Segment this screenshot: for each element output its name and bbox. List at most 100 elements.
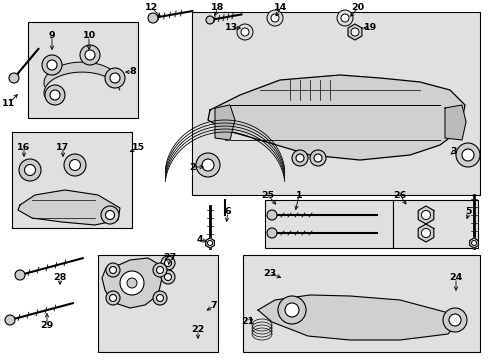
Circle shape [85,50,95,60]
Circle shape [156,294,163,302]
Circle shape [15,270,25,280]
Circle shape [127,278,137,288]
Text: 2: 2 [189,162,196,171]
Circle shape [24,165,36,175]
Text: 29: 29 [41,320,54,329]
Text: 21: 21 [241,318,254,327]
Text: 15: 15 [131,144,144,153]
Circle shape [47,60,57,70]
Circle shape [156,266,163,274]
Text: 23: 23 [263,269,276,278]
Circle shape [153,263,167,277]
Bar [264,200,392,248]
Circle shape [196,153,220,177]
Circle shape [207,240,212,246]
Circle shape [106,291,120,305]
Circle shape [421,229,429,238]
Text: 28: 28 [53,274,66,283]
Circle shape [5,315,15,325]
Circle shape [461,149,473,161]
Bar [192,12,479,195]
Text: 6: 6 [224,207,231,216]
Circle shape [105,68,125,88]
Text: 26: 26 [392,190,406,199]
Polygon shape [417,224,433,242]
Text: 7: 7 [210,302,217,310]
Text: 22: 22 [191,325,204,334]
Bar [243,255,479,352]
Circle shape [109,294,116,302]
Text: 19: 19 [364,23,377,32]
Text: 14: 14 [274,4,287,13]
Polygon shape [468,238,477,248]
Text: 18: 18 [211,4,224,13]
Circle shape [455,143,479,167]
Circle shape [421,211,429,220]
Circle shape [148,13,158,23]
Circle shape [340,14,348,22]
Text: 11: 11 [2,99,16,108]
Polygon shape [444,105,465,140]
Text: 4: 4 [196,235,203,244]
Text: 9: 9 [49,31,55,40]
Circle shape [202,159,214,171]
Polygon shape [102,258,162,308]
Circle shape [336,10,352,26]
Circle shape [64,154,86,176]
Circle shape [109,266,116,274]
Text: 5: 5 [465,207,471,216]
Circle shape [110,73,120,83]
Circle shape [266,10,283,26]
Text: 27: 27 [163,253,176,262]
Circle shape [69,159,81,171]
Circle shape [164,274,171,280]
Circle shape [291,150,307,166]
Text: 24: 24 [448,274,462,283]
Circle shape [313,154,321,162]
Polygon shape [215,105,235,140]
Polygon shape [417,206,433,224]
Text: 1: 1 [295,190,302,199]
Text: 16: 16 [18,143,31,152]
Circle shape [19,159,41,181]
Bar [12,132,132,228]
Circle shape [309,150,325,166]
Bar [98,255,218,352]
Circle shape [42,55,62,75]
Polygon shape [207,75,464,160]
Circle shape [45,85,65,105]
Circle shape [285,303,298,317]
Circle shape [266,228,276,238]
Text: 20: 20 [351,4,364,13]
Circle shape [241,28,248,36]
Circle shape [350,28,358,36]
Circle shape [442,308,466,332]
Circle shape [153,291,167,305]
Polygon shape [347,24,361,40]
Text: 17: 17 [56,143,69,152]
Text: 10: 10 [82,31,95,40]
Circle shape [50,90,60,100]
Circle shape [278,296,305,324]
Bar [392,200,477,248]
Circle shape [295,154,304,162]
Polygon shape [258,295,457,340]
Circle shape [80,45,100,65]
Circle shape [161,256,175,270]
Text: 3: 3 [450,148,456,157]
Text: 8: 8 [129,68,136,77]
Circle shape [470,240,475,246]
Circle shape [266,210,276,220]
Polygon shape [205,238,214,248]
Circle shape [9,73,19,83]
Circle shape [105,211,114,220]
Text: 13: 13 [224,23,237,32]
Polygon shape [18,190,120,225]
Circle shape [106,263,120,277]
Circle shape [270,14,279,22]
Circle shape [161,270,175,284]
Circle shape [101,206,119,224]
Bar [28,22,138,118]
Text: 12: 12 [145,4,158,13]
Circle shape [164,260,171,266]
